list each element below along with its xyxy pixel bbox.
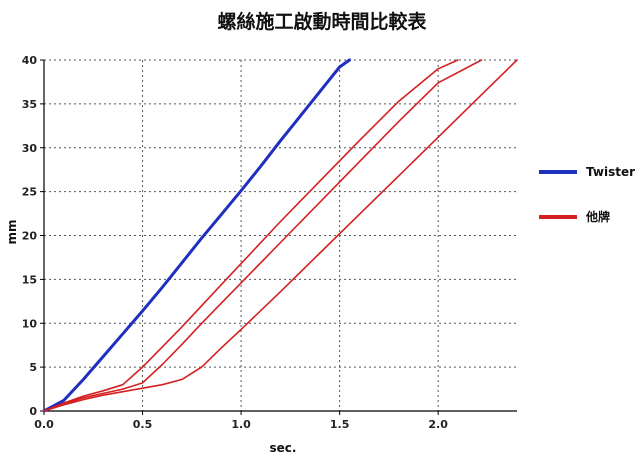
y-tick-label: 15 [22,273,37,286]
legend-label: Twister [586,165,635,179]
x-tick-label: 0.0 [34,418,54,431]
y-axis-label: mm [5,219,19,244]
chart-title: 螺絲施工啟動時間比較表 [217,10,427,33]
y-tick-label: 10 [22,317,38,330]
y-tick-label: 35 [22,98,37,111]
y-tick-label: 0 [29,405,37,418]
y-tick-label: 30 [22,142,38,155]
legend-label: 他牌 [585,209,610,224]
series-line-1 [42,58,351,413]
x-tick-label: 2.0 [428,418,448,431]
series-line-4 [43,59,518,412]
series-line-3 [43,59,483,412]
grid [44,59,517,411]
series-layer [42,58,518,413]
y-tick-label: 25 [22,186,37,199]
y-tick-label: 20 [22,230,38,243]
x-tick-label: 1.5 [330,418,350,431]
y-tick-label: 5 [29,361,37,374]
axes: 0.0 0.5 1.0 1.5 2.0 0 5 10 15 20 25 30 35 40 [22,54,517,431]
legend: Twister 他牌 [539,165,635,224]
y-tick-label: 40 [22,54,38,67]
x-tick-label: 0.5 [133,418,153,431]
x-axis-label: sec. [270,441,297,455]
x-tick-label: 1.0 [231,418,251,431]
series-line-2 [43,59,459,412]
